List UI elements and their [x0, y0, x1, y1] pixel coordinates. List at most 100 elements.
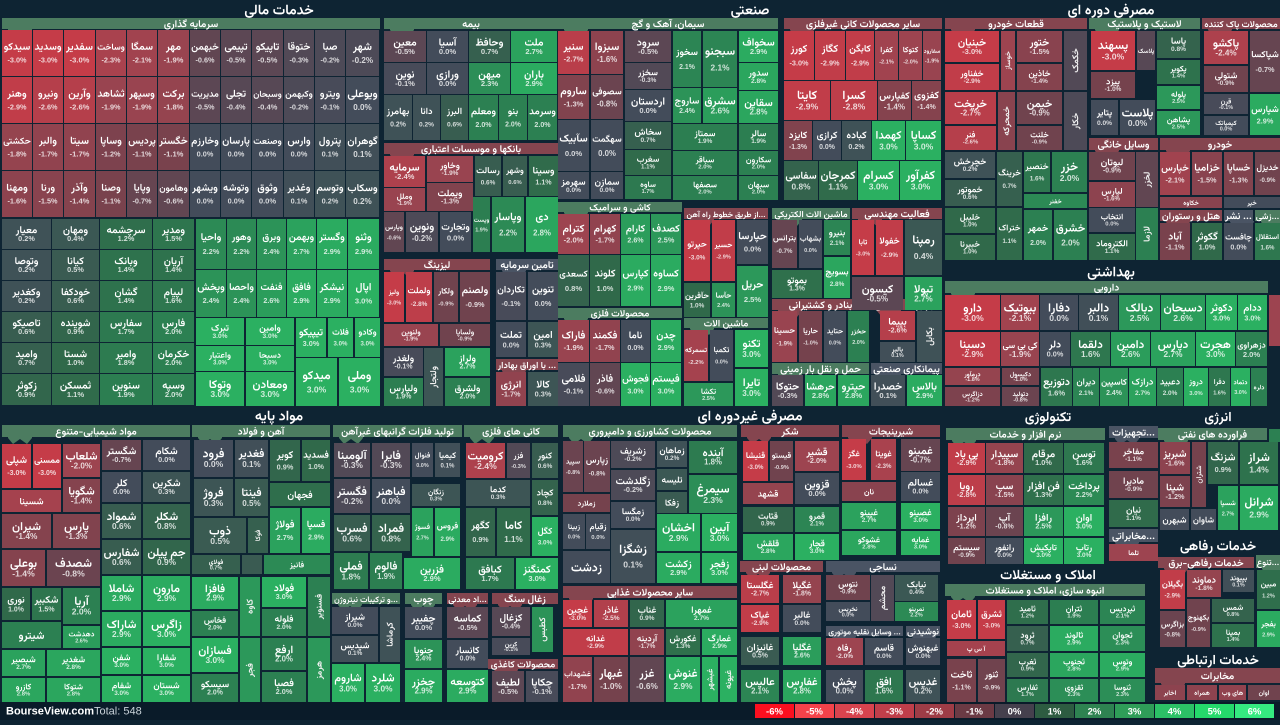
svg-text:2.1%: 2.1%	[810, 520, 824, 527]
svg-text:0.0%: 0.0%	[819, 144, 835, 151]
svg-text:0.0%: 0.0%	[627, 344, 644, 352]
svg-text:3.0%: 3.0%	[261, 389, 281, 399]
svg-text:-3.0%: -3.0%	[952, 622, 971, 630]
svg-text:-0.9%: -0.9%	[840, 588, 857, 595]
svg-text:2.5%: 2.5%	[702, 396, 715, 402]
svg-text:-1.9%: -1.9%	[1009, 349, 1031, 359]
svg-text:2.9%: 2.9%	[324, 247, 341, 256]
svg-text:0.0%: 0.0%	[197, 150, 214, 159]
svg-text:-0.2%: -0.2%	[320, 56, 340, 65]
svg-text:2.0%: 2.0%	[165, 358, 182, 367]
svg-text:1.6%: 1.6%	[1048, 388, 1066, 397]
svg-text:-0.1%: -0.1%	[532, 687, 552, 696]
svg-text:2.4%: 2.4%	[679, 108, 695, 115]
svg-text:-3.0%: -3.0%	[846, 464, 862, 470]
svg-text:0.3%: 0.3%	[535, 390, 552, 399]
svg-text:0.0%: 0.0%	[598, 149, 616, 158]
svg-text:-1.4%: -1.4%	[917, 103, 936, 111]
svg-text:2.0%: 2.0%	[852, 340, 865, 346]
svg-text:3.0%: 3.0%	[114, 690, 129, 697]
svg-text:1.8%: 1.8%	[704, 458, 722, 467]
svg-text:3.0%: 3.0%	[711, 568, 728, 577]
svg-text:2.5%: 2.5%	[1172, 99, 1185, 105]
svg-text:1.0%: 1.0%	[8, 606, 24, 613]
svg-text:0.0%: 0.0%	[912, 487, 929, 495]
svg-text:2.0%: 2.0%	[698, 190, 712, 196]
svg-text:-0.3%: -0.3%	[640, 77, 657, 84]
svg-text:3.0%: 3.0%	[911, 181, 931, 191]
svg-text:0.0%: 0.0%	[353, 103, 371, 112]
svg-text:-0.4%: -0.4%	[258, 103, 278, 112]
svg-text:0.2%: 0.2%	[419, 122, 434, 129]
svg-text:1.1%: 1.1%	[504, 535, 522, 544]
svg-text:-1.6%: -1.6%	[1165, 458, 1185, 467]
svg-text:-2.6%: -2.6%	[963, 140, 979, 146]
svg-text:-1.1%: -1.1%	[1165, 243, 1185, 252]
svg-text:3.0%: 3.0%	[1036, 552, 1051, 559]
svg-text:2.5%: 2.5%	[1035, 522, 1052, 530]
svg-text:4%: 4%	[1168, 707, 1182, 718]
svg-text:-1.4%: -1.4%	[16, 531, 38, 541]
svg-text:-2.6%: -2.6%	[38, 103, 58, 112]
svg-text:-2.1%: -2.1%	[1165, 176, 1185, 185]
svg-text:-2.1%: -2.1%	[1009, 313, 1032, 323]
svg-text:-3.0%: -3.0%	[856, 251, 870, 257]
svg-text:1.1%: 1.1%	[1126, 515, 1141, 522]
svg-text:Total: 548: Total: 548	[94, 706, 142, 718]
svg-text:-1.1%: -1.1%	[1125, 456, 1142, 463]
svg-text:3.0%: 3.0%	[307, 384, 327, 394]
svg-text:-3.0%: -3.0%	[961, 313, 984, 323]
svg-text:0.8%: 0.8%	[1227, 612, 1240, 618]
svg-text:1.0%: 1.0%	[67, 358, 84, 367]
svg-text:3.0%: 3.0%	[869, 181, 889, 191]
svg-text:-3.0%: -3.0%	[1102, 51, 1125, 61]
svg-text:1.0%: 1.0%	[690, 302, 705, 309]
svg-text:-3.0%: -3.0%	[38, 470, 56, 477]
svg-text:0.2%: 0.2%	[18, 265, 35, 274]
svg-text:2.9%: 2.9%	[157, 593, 177, 603]
svg-text:-2.0%: -2.0%	[71, 461, 92, 470]
svg-text:0.6%: 0.6%	[67, 296, 84, 305]
svg-text:-0.7%: -0.7%	[910, 456, 930, 465]
svg-text:0.6%: 0.6%	[112, 557, 132, 567]
svg-text:-0.7%: -0.7%	[1255, 65, 1275, 74]
svg-text:1.4%: 1.4%	[1227, 637, 1240, 643]
svg-text:2.4%: 2.4%	[203, 296, 220, 305]
svg-text:-1.9%: -1.9%	[132, 103, 152, 112]
svg-text:0.0%: 0.0%	[158, 455, 175, 464]
svg-text:-1.4%: -1.4%	[884, 102, 905, 111]
svg-text:1.7%: 1.7%	[481, 574, 499, 583]
svg-text:0.0%: 0.0%	[744, 244, 762, 253]
svg-text:0.1%: 0.1%	[322, 150, 339, 159]
svg-text:2.4%: 2.4%	[416, 656, 432, 663]
svg-text:2.6%: 2.6%	[1173, 313, 1193, 323]
svg-text:2.0%: 2.0%	[1060, 173, 1080, 183]
svg-text:2.7%: 2.7%	[525, 47, 543, 56]
svg-text:2.9%: 2.9%	[355, 247, 373, 256]
svg-text:-0.5%: -0.5%	[195, 103, 215, 112]
svg-text:0.0%: 0.0%	[228, 150, 245, 159]
svg-text:-2%: -2%	[926, 707, 943, 718]
svg-text:-1.7%: -1.7%	[568, 683, 587, 691]
svg-text:2.2%: 2.2%	[1076, 490, 1093, 499]
svg-text:-0.4%: -0.4%	[226, 103, 246, 112]
svg-text:3.0%: 3.0%	[914, 141, 934, 151]
svg-text:2.9%: 2.9%	[1257, 116, 1274, 125]
svg-text:3.0%: 3.0%	[374, 684, 394, 694]
svg-text:-0.9%: -0.9%	[983, 684, 1000, 691]
svg-text:0.2%: 0.2%	[914, 687, 932, 696]
svg-text:0.0%: 0.0%	[566, 187, 581, 194]
svg-text:0.8%: 0.8%	[565, 284, 583, 293]
svg-text:2.6%: 2.6%	[75, 638, 88, 644]
svg-text:0.0%: 0.0%	[460, 656, 476, 663]
svg-text:-0.8%: -0.8%	[1165, 632, 1182, 639]
svg-text:2.4%: 2.4%	[717, 303, 730, 309]
svg-text:-1.4%: -1.4%	[12, 569, 35, 579]
svg-text:1.1%: 1.1%	[828, 181, 848, 191]
svg-text:2.4%: 2.4%	[233, 297, 250, 305]
svg-text:0.6%: 0.6%	[538, 463, 553, 470]
svg-text:-2.9%: -2.9%	[7, 103, 27, 112]
svg-text:-2.9%: -2.9%	[796, 101, 819, 111]
svg-text:-0.2%: -0.2%	[289, 103, 309, 112]
svg-text:3.0%: 3.0%	[213, 359, 227, 366]
